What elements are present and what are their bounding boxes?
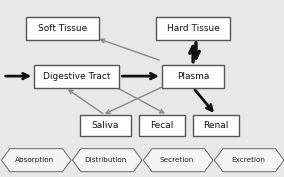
Text: Plasma: Plasma — [177, 72, 209, 81]
FancyBboxPatch shape — [156, 17, 230, 40]
Text: Hard Tissue: Hard Tissue — [167, 24, 220, 33]
Polygon shape — [143, 149, 213, 172]
FancyBboxPatch shape — [34, 65, 119, 88]
Text: Digestive Tract: Digestive Tract — [43, 72, 110, 81]
Text: Secretion: Secretion — [160, 157, 194, 163]
Text: Saliva: Saliva — [91, 121, 119, 130]
Polygon shape — [72, 149, 142, 172]
Text: Soft Tissue: Soft Tissue — [38, 24, 87, 33]
Text: Absorption: Absorption — [15, 157, 54, 163]
FancyBboxPatch shape — [193, 115, 239, 136]
Polygon shape — [1, 149, 71, 172]
Text: Excretion: Excretion — [231, 157, 265, 163]
FancyBboxPatch shape — [80, 115, 131, 136]
Text: Distribution: Distribution — [85, 157, 127, 163]
FancyBboxPatch shape — [26, 17, 99, 40]
FancyBboxPatch shape — [162, 65, 224, 88]
Polygon shape — [214, 149, 284, 172]
Text: Fecal: Fecal — [150, 121, 174, 130]
FancyBboxPatch shape — [139, 115, 185, 136]
Text: Renal: Renal — [203, 121, 229, 130]
